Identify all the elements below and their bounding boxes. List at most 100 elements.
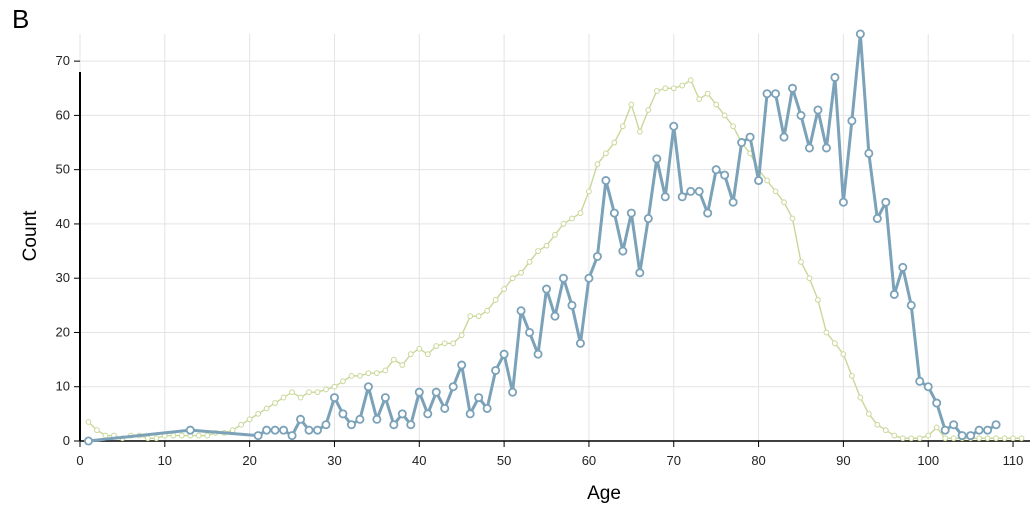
data-point <box>255 410 262 417</box>
data-point <box>592 251 602 261</box>
x-tick-label: 50 <box>497 453 511 468</box>
data-point <box>1001 435 1008 442</box>
data-point <box>474 393 484 403</box>
data-point <box>764 177 770 184</box>
data-point <box>949 420 959 430</box>
x-tick-label: 40 <box>412 453 426 468</box>
y-tick-label: 60 <box>56 107 70 122</box>
data-point <box>355 414 365 424</box>
data-point <box>560 221 567 227</box>
data-point <box>983 425 993 435</box>
x-tick-label: 70 <box>667 453 681 468</box>
data-point <box>950 435 957 442</box>
data-point <box>815 297 821 303</box>
data-point <box>619 123 626 130</box>
data-point <box>475 313 482 320</box>
data-point <box>312 425 322 435</box>
data-point <box>704 90 711 97</box>
data-point <box>993 435 999 442</box>
data-point <box>898 262 908 272</box>
data-point <box>865 410 872 417</box>
data-point <box>262 425 272 435</box>
series-2 <box>83 29 1001 446</box>
data-point <box>433 343 440 349</box>
data-point <box>414 387 424 397</box>
series-layer <box>83 29 1025 446</box>
x-tick-label: 110 <box>1003 453 1024 468</box>
data-point <box>660 192 670 202</box>
data-point <box>840 351 847 358</box>
data-point <box>238 421 245 428</box>
data-point <box>525 327 535 337</box>
data-point <box>363 382 373 392</box>
data-point <box>609 208 619 218</box>
x-tick-label: 20 <box>242 453 256 468</box>
data-point <box>796 110 806 120</box>
data-point <box>533 349 543 359</box>
data-point <box>855 29 865 39</box>
data-point <box>703 208 713 218</box>
data-point <box>153 435 160 442</box>
data-point <box>848 372 855 379</box>
data-point <box>881 197 891 207</box>
y-tick-label: 0 <box>63 433 70 448</box>
data-point <box>272 400 278 406</box>
data-point <box>687 77 694 84</box>
data-point <box>711 165 721 175</box>
data-point <box>542 284 552 294</box>
data-point <box>974 425 984 435</box>
data-point <box>942 435 949 442</box>
data-point <box>94 427 100 434</box>
data-point <box>586 188 592 195</box>
data-point <box>798 259 804 265</box>
data-point <box>754 176 764 186</box>
data-point <box>263 405 270 412</box>
data-point <box>838 197 848 207</box>
x-tick-label: 60 <box>582 453 596 468</box>
data-point <box>932 398 942 408</box>
tick-labels: 0 10 20 30 40 50 60 70 80 90 100 110 0 10 20 30 40 50 60 70 <box>56 53 1024 468</box>
data-point <box>745 132 755 142</box>
data-point <box>636 128 643 135</box>
data-point <box>906 300 916 310</box>
data-point <box>448 382 458 392</box>
data-point <box>482 403 492 413</box>
series-1 <box>85 77 1025 442</box>
data-point <box>178 432 185 439</box>
data-point <box>806 275 813 282</box>
data-point <box>357 372 363 379</box>
data-point <box>567 300 577 310</box>
data-point <box>467 313 474 320</box>
y-tick-label: 50 <box>56 162 70 177</box>
data-point <box>781 199 787 206</box>
data-point <box>440 403 450 413</box>
data-point <box>85 419 92 425</box>
data-point <box>925 432 932 439</box>
series-line <box>87 79 1022 439</box>
data-point <box>144 435 151 442</box>
data-point <box>508 387 518 397</box>
data-point <box>296 414 306 424</box>
y-tick-label: 20 <box>56 324 70 339</box>
data-point <box>584 273 594 283</box>
data-point <box>779 132 789 142</box>
data-point <box>882 427 889 434</box>
data-point <box>331 383 338 390</box>
axes <box>74 60 1030 447</box>
data-point <box>465 409 475 419</box>
data-point <box>626 208 636 218</box>
data-point <box>847 116 857 126</box>
data-point <box>407 351 414 358</box>
data-point <box>424 351 431 358</box>
data-point <box>373 370 380 377</box>
data-point <box>864 148 874 158</box>
data-point <box>720 170 730 180</box>
data-point <box>789 215 796 222</box>
data-point <box>270 425 280 435</box>
data-point <box>813 105 823 115</box>
data-point <box>611 139 618 146</box>
x-tick-label: 30 <box>327 453 341 468</box>
data-point <box>713 101 720 108</box>
data-point <box>558 273 568 283</box>
